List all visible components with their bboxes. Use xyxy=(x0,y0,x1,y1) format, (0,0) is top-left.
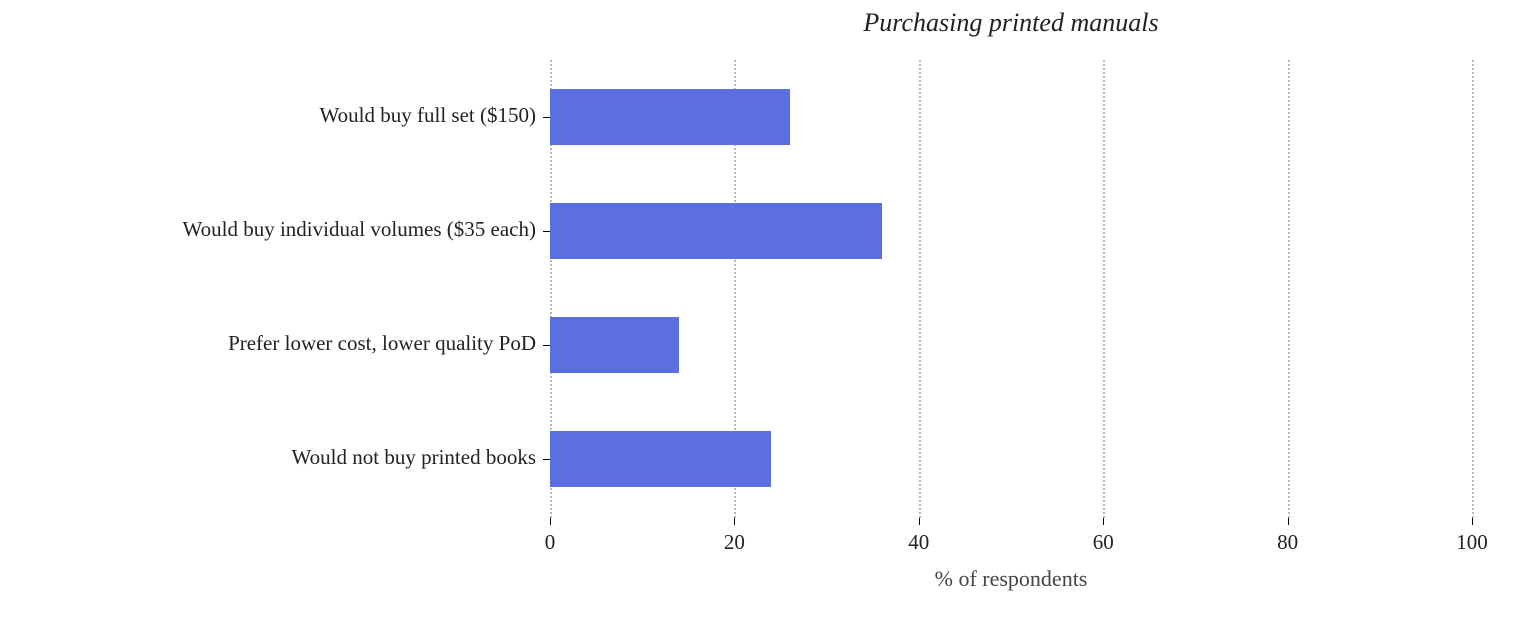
bar xyxy=(550,203,882,259)
y-tick-mark xyxy=(543,459,550,460)
plot-area: 020406080100 xyxy=(550,60,1472,518)
x-tick-mark xyxy=(734,518,735,525)
gridline xyxy=(1103,60,1105,518)
y-tick-label: Would buy individual volumes ($35 each) xyxy=(183,217,537,242)
y-tick-mark xyxy=(543,345,550,346)
gridline xyxy=(919,60,921,518)
y-tick-mark xyxy=(543,231,550,232)
bar xyxy=(550,317,679,373)
y-tick-label: Prefer lower cost, lower quality PoD xyxy=(228,331,536,356)
y-tick-mark xyxy=(543,117,550,118)
chart-title: Purchasing printed manuals xyxy=(550,8,1472,38)
y-tick-label: Would not buy printed books xyxy=(292,445,536,470)
x-tick-label: 20 xyxy=(724,530,745,555)
x-axis-title: % of respondents xyxy=(935,566,1088,592)
bar xyxy=(550,89,790,145)
x-tick-label: 40 xyxy=(908,530,929,555)
y-tick-label: Would buy full set ($150) xyxy=(320,103,536,128)
gridline xyxy=(1472,60,1474,518)
x-tick-label: 0 xyxy=(545,530,556,555)
x-tick-label: 100 xyxy=(1456,530,1488,555)
x-tick-mark xyxy=(1103,518,1104,525)
gridline xyxy=(1288,60,1290,518)
x-tick-mark xyxy=(1288,518,1289,525)
bar xyxy=(550,431,771,487)
x-tick-mark xyxy=(550,518,551,525)
x-tick-label: 80 xyxy=(1277,530,1298,555)
chart-container: Purchasing printed manuals 020406080100 … xyxy=(0,0,1524,631)
x-tick-mark xyxy=(919,518,920,525)
x-tick-mark xyxy=(1472,518,1473,525)
x-tick-label: 60 xyxy=(1093,530,1114,555)
